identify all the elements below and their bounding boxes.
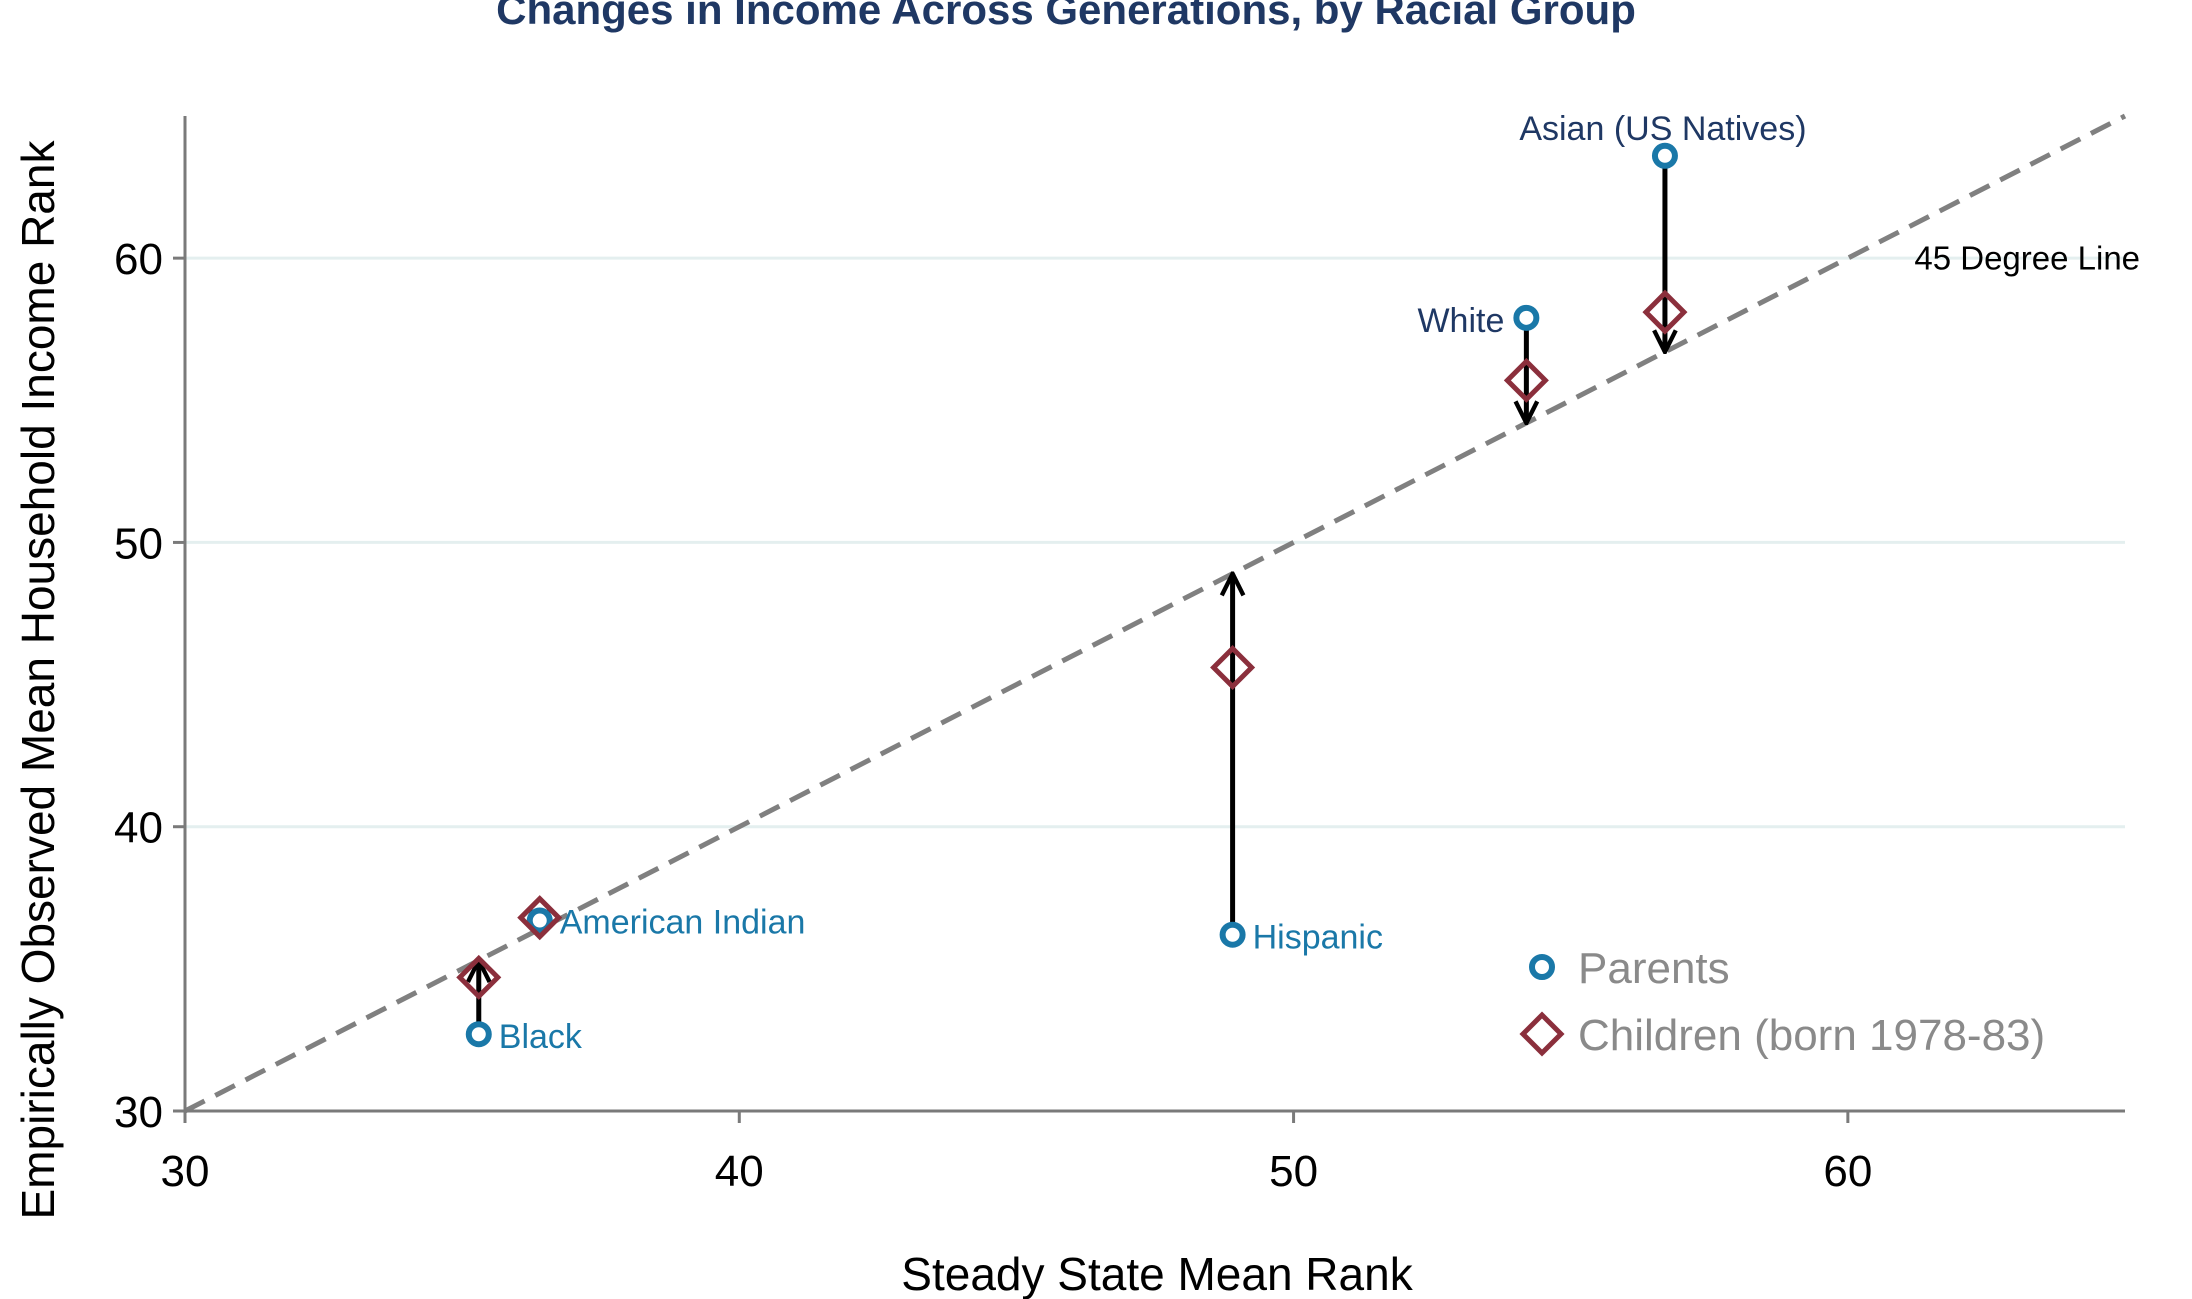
children-point <box>1210 644 1256 691</box>
x-axis-title: Steady State Mean Rank <box>901 1248 1413 1299</box>
point-labels: Asian (US Natives) White Hispanic American … <box>499 110 1807 1056</box>
parents-point <box>1219 921 1246 948</box>
point-label: Asian (US Natives) <box>1519 110 1806 148</box>
parents-point <box>465 1021 492 1048</box>
parents-point <box>1651 142 1678 169</box>
children-point <box>1503 357 1549 403</box>
reference-line-label: 45 Degree Line <box>1914 240 2140 277</box>
y-tick-label: 30 <box>114 1088 163 1137</box>
x-tick-label: 60 <box>1823 1147 1872 1196</box>
axes: 30 40 50 60 30 40 50 60 <box>114 116 2125 1196</box>
point-label: White <box>1417 302 1504 340</box>
x-tick-label: 50 <box>1269 1147 1318 1196</box>
y-axis-title: Empirically Observed Mean Household Inco… <box>12 140 64 1220</box>
legend: Parents Children (born 1978-83) <box>1519 944 2045 1060</box>
y-tick-label: 50 <box>114 519 163 568</box>
children-point <box>456 954 502 1000</box>
parents-point <box>526 907 553 934</box>
legend-children-icon <box>1519 1011 1565 1057</box>
chart-title: Changes in Income Across Generations, by… <box>496 0 1636 33</box>
reference-line-group: 45 Degree Line <box>183 113 2140 1114</box>
legend-parents-label: Parents <box>1578 944 1730 993</box>
x-tick-label: 30 <box>161 1147 210 1196</box>
point-label: Hispanic <box>1253 919 1383 957</box>
reference-line <box>183 113 2127 1114</box>
point-label: American Indian <box>560 904 806 942</box>
legend-children-label: Children (born 1978-83) <box>1578 1011 2045 1060</box>
x-tick-label: 40 <box>715 1147 764 1196</box>
parents-point <box>1513 304 1540 331</box>
change-arrows <box>479 155 1665 1035</box>
legend-parents-icon <box>1529 954 1555 980</box>
children-point <box>517 895 563 941</box>
grid-lines <box>185 256 2125 829</box>
y-tick-label: 40 <box>114 804 163 853</box>
children-point <box>1642 289 1688 335</box>
data-points <box>456 142 1688 1048</box>
point-label: Black <box>499 1018 583 1056</box>
y-tick-label: 60 <box>114 235 163 284</box>
